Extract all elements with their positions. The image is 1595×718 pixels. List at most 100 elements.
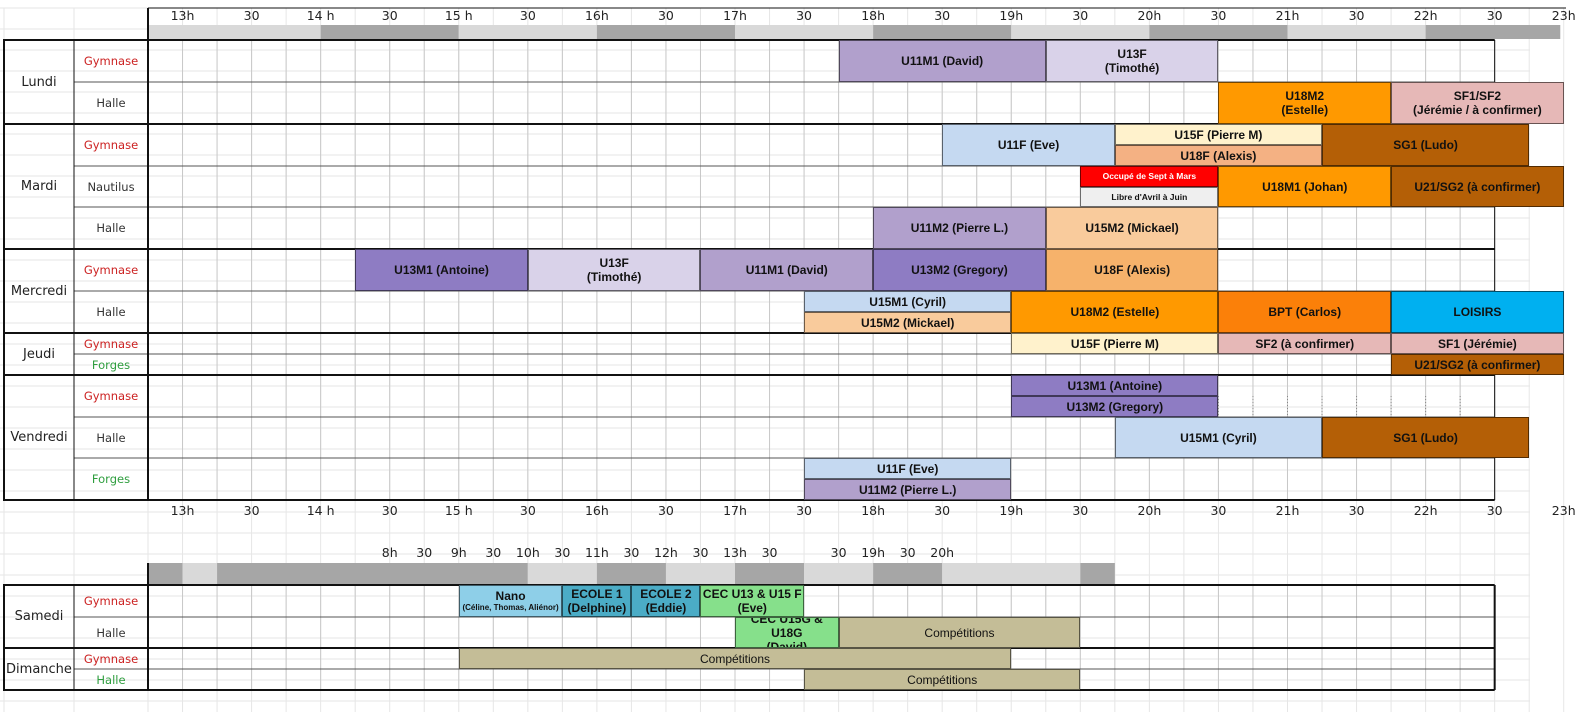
session-block[interactable]: U13M1 (Antoine) bbox=[355, 249, 528, 291]
session-title: U18M2 (Estelle) bbox=[1070, 305, 1160, 319]
top-time-tick: 30 bbox=[381, 8, 398, 23]
bottom-time-tick: 15 h bbox=[444, 503, 473, 518]
session-block[interactable]: Compétitions bbox=[458, 648, 1012, 669]
top-time-tick: 30 bbox=[519, 8, 536, 23]
session-block[interactable]: ECOLE 2 (Eddie) bbox=[631, 585, 701, 617]
session-block[interactable]: SG1 (Ludo) bbox=[1322, 124, 1530, 166]
weekend-time-tick: 30 bbox=[761, 545, 778, 560]
venue-label-gymnase: Gymnase bbox=[83, 138, 139, 152]
session-block[interactable]: SF1 (Jérémie) bbox=[1391, 333, 1564, 354]
session-title: U21/SG2 (à confirmer) bbox=[1414, 179, 1541, 194]
weekend-time-tick: 30 bbox=[830, 545, 847, 560]
session-block[interactable]: U11F (Eve) bbox=[942, 124, 1115, 166]
bottom-time-tick: 22h bbox=[1413, 503, 1438, 518]
session-block[interactable]: BPT (Carlos) bbox=[1218, 291, 1392, 333]
session-title: U15M1 (Cyril) bbox=[869, 294, 946, 309]
time-band bbox=[596, 563, 666, 584]
session-block[interactable]: U15M1 (Cyril) bbox=[1114, 417, 1322, 458]
session-title: U13M1 (Antoine) bbox=[394, 263, 489, 277]
time-band bbox=[1425, 25, 1561, 39]
weekend-time-tick: 30 bbox=[692, 545, 709, 560]
session-title: SG1 (Ludo) bbox=[1393, 430, 1458, 445]
day-label-dimanche: Dimanche bbox=[6, 661, 72, 677]
weekend-time-tick: 30 bbox=[623, 545, 640, 560]
session-block[interactable]: U18M2 (Estelle) bbox=[1011, 291, 1219, 333]
day-label-samedi: Samedi bbox=[14, 609, 64, 624]
time-band bbox=[873, 25, 1012, 39]
day-label-mardi: Mardi bbox=[20, 179, 58, 194]
session-title: U18F (Alexis) bbox=[1180, 148, 1257, 163]
session-block[interactable]: Compétitions bbox=[838, 617, 1081, 648]
session-block[interactable]: U11M1 (David) bbox=[838, 40, 1046, 82]
session-block[interactable]: U11M1 (David) bbox=[700, 249, 874, 291]
session-block[interactable]: SF1/SF2 (Jérémie / à confirmer) bbox=[1391, 82, 1564, 124]
bottom-time-tick: 30 bbox=[796, 503, 813, 518]
top-time-tick: 30 bbox=[796, 8, 813, 23]
session-block[interactable]: U13M2 (Gregory) bbox=[873, 249, 1046, 291]
session-block[interactable]: U11F (Eve) bbox=[804, 458, 1012, 479]
time-band bbox=[320, 25, 459, 39]
session-title: Compétitions bbox=[924, 625, 995, 640]
session-title: SF1/SF2 bbox=[1453, 89, 1502, 103]
session-title: SF2 (à confirmer) bbox=[1255, 336, 1355, 351]
time-band bbox=[1149, 25, 1288, 39]
venue-label-halle: Halle bbox=[96, 96, 126, 110]
session-block[interactable]: SF2 (à confirmer) bbox=[1218, 333, 1392, 354]
day-label-lundi: Lundi bbox=[21, 74, 57, 90]
time-band bbox=[596, 25, 736, 39]
session-block[interactable]: U15F (Pierre M) bbox=[1011, 333, 1219, 354]
venue-label-halle: Halle bbox=[96, 430, 126, 445]
session-block[interactable]: ECOLE 1 (Delphine) bbox=[562, 585, 632, 617]
session-block[interactable]: U18M2 (Estelle) bbox=[1218, 82, 1392, 124]
venue-label-forges: Forges bbox=[91, 357, 131, 372]
bottom-time-tick: 14 h bbox=[306, 503, 335, 518]
session-title: U13M1 (Antoine) bbox=[1067, 378, 1163, 393]
session-title: Occupé de Sept à Mars bbox=[1102, 171, 1197, 182]
session-block[interactable]: CEC U13 & U15 F (Eve) bbox=[700, 585, 805, 617]
session-block[interactable]: U15F (Pierre M) bbox=[1114, 124, 1322, 145]
session-block[interactable]: U15M1 (Cyril) bbox=[804, 291, 1012, 312]
session-block[interactable]: U11M2 (Pierre L.) bbox=[873, 207, 1046, 249]
session-block[interactable]: U15M2 (Mickael) bbox=[1045, 207, 1219, 249]
weekend-time-tick: 30 bbox=[554, 545, 571, 560]
session-subtitle: (Timothé) bbox=[1104, 61, 1160, 75]
session-block[interactable]: U13M2 (Gregory) bbox=[1011, 396, 1219, 417]
top-time-tick: 13h bbox=[170, 8, 195, 23]
time-band bbox=[148, 563, 183, 584]
bottom-time-tick: 13h bbox=[170, 503, 195, 518]
top-time-tick: 30 bbox=[243, 8, 260, 23]
session-subtitle: (David) bbox=[766, 639, 808, 648]
session-block[interactable]: U13F (Timothé) bbox=[527, 249, 701, 291]
bottom-time-tick: 17h bbox=[723, 503, 747, 518]
session-block[interactable]: U13F (Timothé) bbox=[1045, 40, 1219, 82]
session-block[interactable]: Occupé de Sept à Mars bbox=[1080, 166, 1219, 187]
venue-label-halle: Halle bbox=[96, 305, 126, 319]
time-band bbox=[217, 563, 528, 584]
bottom-time-tick: 30 bbox=[1072, 503, 1089, 518]
session-block[interactable]: LOISIRS bbox=[1391, 291, 1564, 333]
weekend-time-tick: 20h bbox=[930, 545, 955, 560]
session-block[interactable]: U11M2 (Pierre L.) bbox=[804, 479, 1012, 500]
session-block[interactable]: CEC U15G & U18G (David) bbox=[735, 617, 839, 648]
venue-label-halle: Halle bbox=[96, 625, 126, 640]
bottom-time-tick: 30 bbox=[243, 503, 260, 518]
session-title: Compétitions bbox=[699, 651, 771, 666]
session-block[interactable]: U15M2 (Mickael) bbox=[804, 312, 1012, 333]
session-title: U13M2 (Gregory) bbox=[911, 263, 1008, 277]
session-block[interactable]: U18F (Alexis) bbox=[1045, 249, 1219, 291]
weekend-time-tick: 30 bbox=[899, 545, 916, 560]
session-block[interactable]: SG1 (Ludo) bbox=[1322, 417, 1530, 458]
session-title: Nano bbox=[495, 589, 526, 603]
top-time-tick: 18h bbox=[861, 8, 886, 23]
session-block[interactable]: U13M1 (Antoine) bbox=[1011, 375, 1219, 396]
session-block[interactable]: U21/SG2 (à confirmer) bbox=[1391, 354, 1564, 375]
session-block[interactable]: Nano (Céline, Thomas, Aliénor) bbox=[458, 585, 563, 617]
bottom-time-tick: 30 bbox=[1348, 503, 1365, 518]
session-block[interactable]: Libre d'Avril à Juin bbox=[1080, 186, 1219, 207]
session-block[interactable]: U21/SG2 (à confirmer) bbox=[1391, 166, 1564, 207]
time-band bbox=[527, 563, 597, 584]
weekend-time-tick: 13h bbox=[723, 545, 747, 560]
session-block[interactable]: U18F (Alexis) bbox=[1114, 145, 1322, 166]
session-block[interactable]: Compétitions bbox=[804, 669, 1081, 690]
session-block[interactable]: U18M1 (Johan) bbox=[1218, 166, 1392, 207]
